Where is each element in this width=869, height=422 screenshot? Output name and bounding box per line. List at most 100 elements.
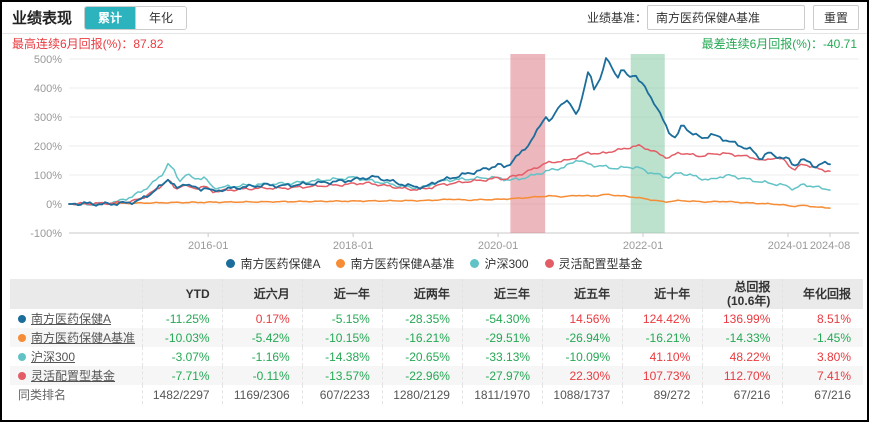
fund-name-link[interactable]: 灵活配置型基金 [31, 369, 116, 383]
best-6m-return-value: 87.82 [133, 37, 164, 51]
legend-label: 沪深300 [484, 256, 529, 271]
value-cell: -0.11% [222, 366, 303, 385]
value-cell: 1280/2129 [382, 385, 463, 404]
legend-item[interactable]: 南方医药保健A基准 [336, 255, 454, 272]
y-axis-label: 0% [46, 199, 62, 211]
value-cell: 8.51% [816, 311, 851, 326]
value-cell: -1.16% [222, 347, 303, 366]
legend-label: 南方医药保健A [240, 256, 321, 271]
best-6m-return-label: 最高连续6月回报(%)： [12, 37, 134, 51]
row-label: 同类排名 [18, 388, 67, 402]
x-axis-label: 2022-01 [623, 240, 663, 249]
series-dot-icon [18, 333, 26, 342]
legend-item[interactable]: 沪深300 [470, 255, 529, 272]
table-row: 南方医药保健A基准 -10.03% -5.42% -10.15% -16.21% -29.… [10, 328, 863, 347]
tab-annualized[interactable]: 年化 [135, 6, 187, 29]
series-line-0 [68, 57, 831, 207]
header-divider [2, 33, 867, 34]
table-header: 近两年 [382, 279, 463, 309]
value-cell: 1811/1970 [462, 385, 544, 404]
benchmark-label: 业绩基准： [586, 11, 647, 25]
value-cell: -16.21% [382, 328, 463, 347]
y-axis-label: -100% [30, 228, 62, 240]
fund-name-cell: 灵活配置型基金 [10, 366, 143, 385]
benchmark-controls: 业绩基准： 重置 [587, 5, 859, 30]
value-cell: 136.99% [702, 309, 784, 328]
table-header: 近五年 [542, 279, 624, 309]
value-cell: 112.70% [702, 366, 784, 385]
header: 业绩表现 累计 年化 业绩基准： 重置 [2, 2, 867, 33]
y-axis-label: 300% [34, 112, 62, 124]
legend-item[interactable]: 南方医药保健A [226, 255, 320, 272]
legend-label: 灵活配置型基金 [558, 256, 643, 271]
value-cell: -29.51% [462, 328, 544, 347]
y-axis-label: 500% [34, 54, 62, 66]
best-6m-return: 最高连续6月回报(%)：87.82 [12, 37, 163, 51]
value-cell: 89/272 [622, 385, 704, 404]
value-cell: 607/2233 [302, 385, 383, 404]
y-axis-label: 200% [34, 141, 62, 153]
legend-dot-icon [544, 258, 554, 268]
legend-dot-icon [226, 258, 236, 268]
value-cell: -16.21% [622, 328, 704, 347]
legend-item[interactable]: 灵活配置型基金 [544, 255, 643, 272]
value-cell: -33.13% [462, 347, 544, 366]
value-cell: 41.10% [622, 347, 704, 366]
series-line-1 [68, 193, 831, 209]
value-cell: -10.03% [142, 328, 223, 347]
x-axis-label: 2024-01 [768, 240, 808, 249]
value-cell: -54.30% [462, 309, 544, 328]
table-header-name [10, 279, 143, 309]
performance-table: YTD 近六月 近一年 近两年 近三年 近五年 近十年 总回报 (10.6年) 年化回报 南方医药… [10, 279, 863, 404]
table-header: 近一年 [302, 279, 383, 309]
reset-button[interactable]: 重置 [812, 5, 859, 30]
table-row: 灵活配置型基金 -7.71% -0.11% -13.57% -22.96% -27.97%… [10, 366, 863, 385]
value-cell: -3.07% [142, 347, 223, 366]
tab-cumulative[interactable]: 累计 [85, 6, 136, 29]
value-cell: 1482/2297 [142, 385, 223, 404]
fund-name-cell: 南方医药保健A基准 [10, 328, 143, 347]
value-cell: -27.97% [462, 366, 544, 385]
value-cell: -13.57% [302, 366, 383, 385]
value-cell: -10.09% [542, 347, 624, 366]
table-header: 近六月 [222, 279, 303, 309]
x-axis-label: 2016-01 [188, 240, 228, 249]
value-cell: -11.25% [142, 309, 223, 328]
chart-legend: 南方医药保健A 南方医药保健A基准 沪深300 灵活配置型基金 [2, 251, 867, 275]
legend-dot-icon [470, 258, 480, 268]
table-header: YTD [142, 279, 223, 309]
value-cell: -5.15% [302, 309, 383, 328]
value-cell: -10.15% [302, 328, 383, 347]
x-axis-label: 2020-01 [478, 240, 518, 249]
worst-6m-return-label: 最差连续6月回报(%)： [701, 37, 823, 51]
value-cell: -28.35% [382, 309, 463, 328]
fund-name-link[interactable]: 南方医药保健A [31, 312, 112, 326]
value-cell: 124.42% [622, 309, 704, 328]
value-cell: 1169/2306 [222, 385, 303, 404]
fund-name-cell: 沪深300 [10, 347, 143, 366]
table-row: 南方医药保健A -11.25% 0.17% -5.15% -28.35% -54.30% 1… [10, 309, 863, 328]
value-cell: -26.94% [542, 328, 624, 347]
fund-name-link[interactable]: 沪深300 [31, 350, 76, 364]
fund-name-link[interactable]: 南方医药保健A基准 [31, 331, 136, 345]
table-header: 近十年 [622, 279, 704, 309]
value-cell: -14.38% [302, 347, 383, 366]
value-cell: 67/216 [814, 387, 851, 402]
value-cell: -20.65% [382, 347, 463, 366]
benchmark-input[interactable] [646, 5, 805, 30]
y-axis-label: 400% [34, 83, 62, 95]
worst-6m-return: 最差连续6月回报(%)：-40.71 [702, 37, 857, 51]
value-cell: 22.30% [542, 366, 624, 385]
value-cell: -14.33% [702, 328, 784, 347]
value-cell: 14.56% [542, 309, 624, 328]
value-cell: 0.17% [222, 309, 303, 328]
performance-line-chart: 500% 400% 300% 200% 100% 0% -100% 2016-01 2018-0… [30, 54, 859, 249]
x-axis-label: 2024-08 [810, 240, 850, 249]
series-dot-icon [18, 352, 26, 361]
value-cell: -5.42% [222, 328, 303, 347]
y-axis-label: 100% [34, 170, 62, 182]
value-cell: -22.96% [382, 366, 463, 385]
series-line-2 [68, 159, 831, 206]
series-dot-icon [18, 371, 26, 380]
